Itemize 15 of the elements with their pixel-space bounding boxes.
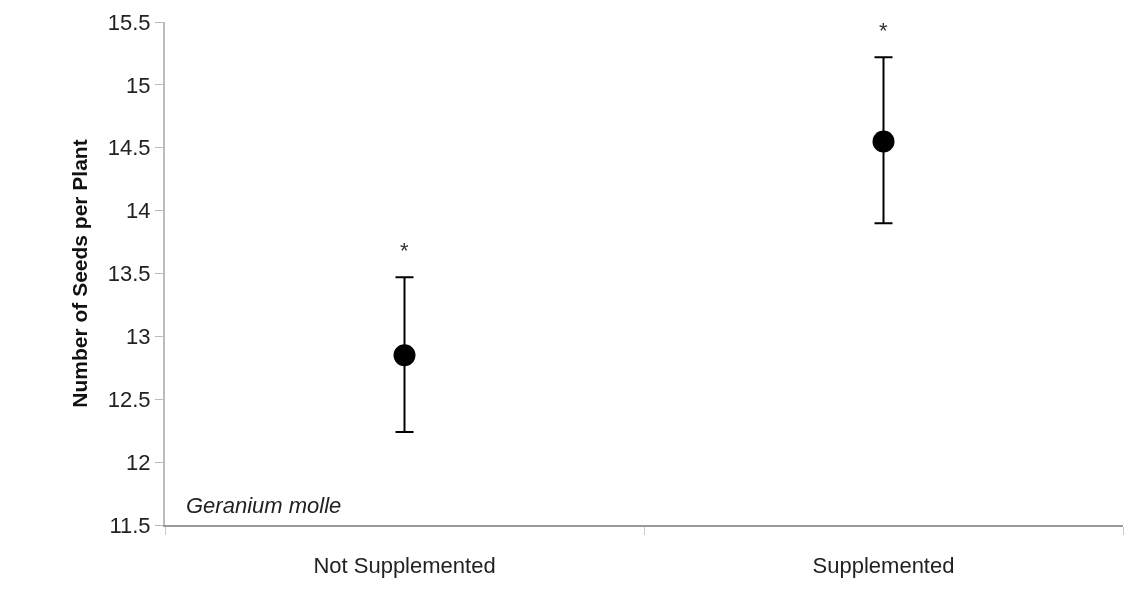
annotation: Geranium molle bbox=[186, 493, 342, 518]
y-tick-label: 15.5 bbox=[107, 9, 151, 35]
x-tick-label: Supplemented bbox=[812, 553, 955, 579]
y-axis-title: Number of Seeds per Plant bbox=[68, 139, 92, 408]
y-tick-label: 13 bbox=[126, 324, 151, 350]
annotation: * bbox=[400, 238, 409, 263]
y-tick-label: 14 bbox=[126, 198, 151, 224]
x-tick-label: Not Supplemented bbox=[313, 553, 496, 579]
annotation: * bbox=[879, 18, 888, 43]
y-tick-label: 12 bbox=[126, 449, 151, 475]
y-tick-label: 13.5 bbox=[107, 261, 151, 287]
y-tick-label: 12.5 bbox=[107, 386, 151, 412]
y-tick-label: 14.5 bbox=[107, 135, 151, 161]
y-tick-label: 11.5 bbox=[109, 512, 151, 538]
y-tick-label: 15 bbox=[126, 72, 151, 98]
